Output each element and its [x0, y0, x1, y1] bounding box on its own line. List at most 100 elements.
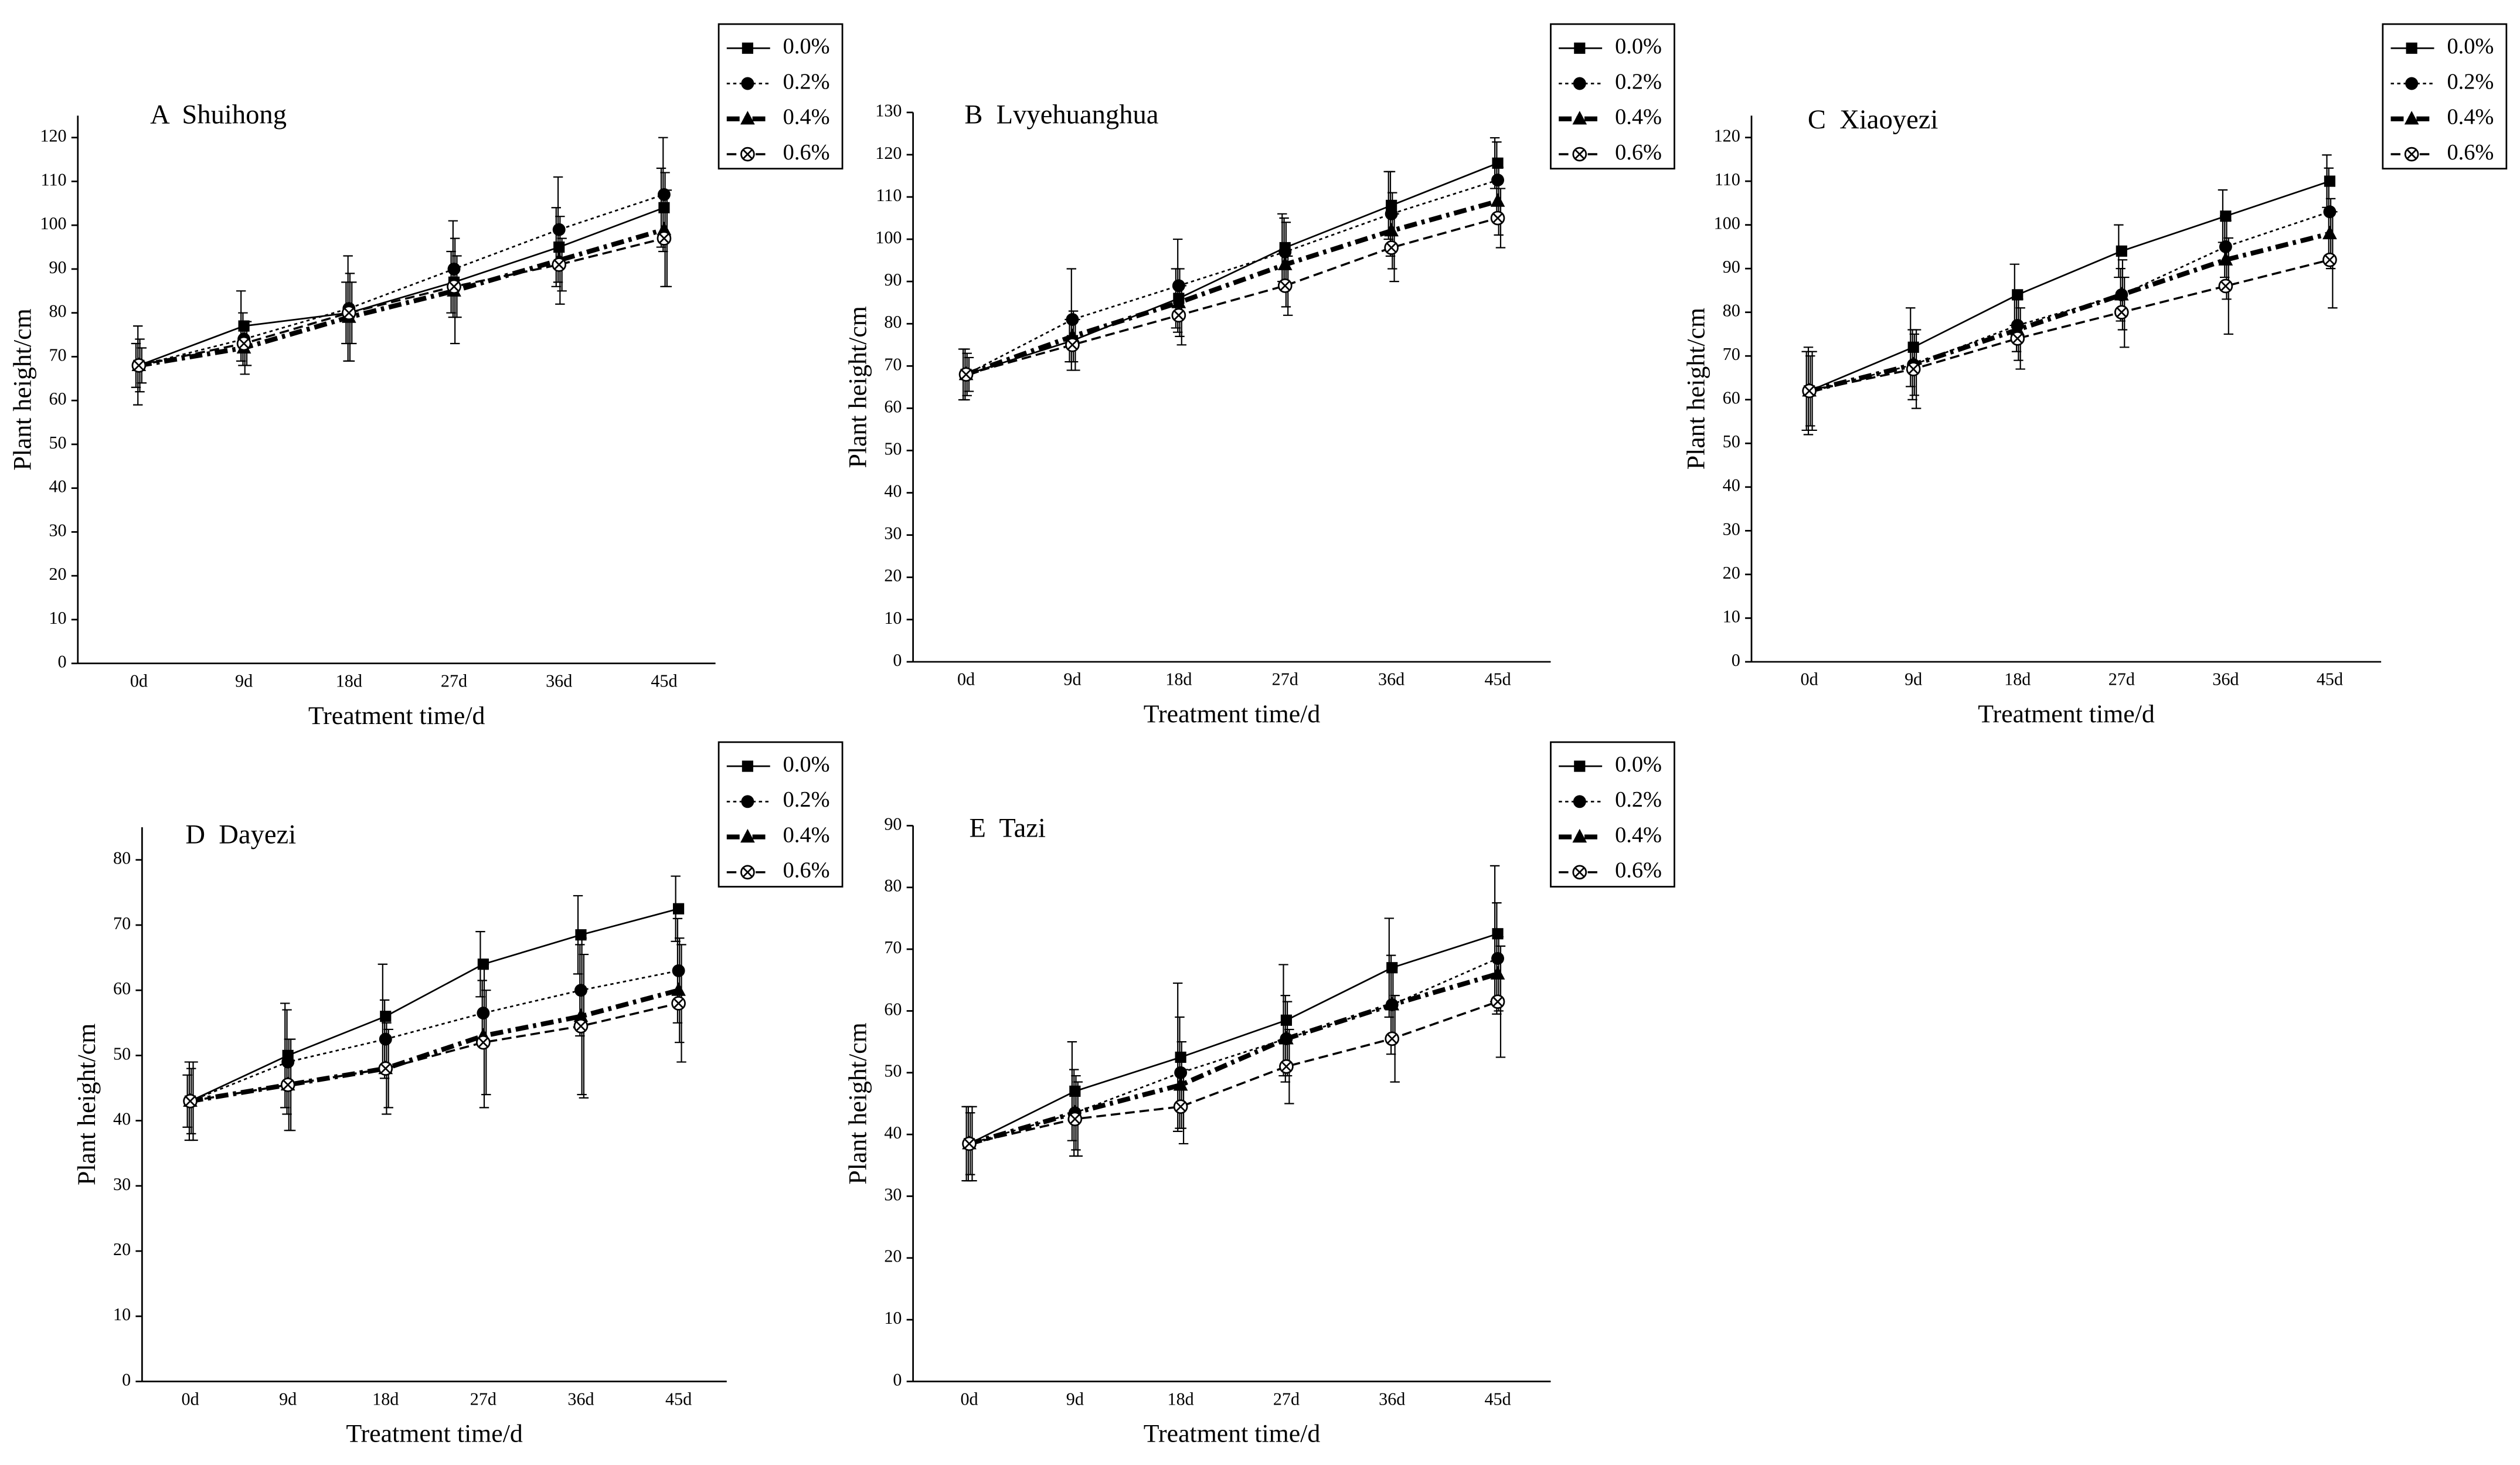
marker-cross [380, 1063, 391, 1074]
marker-cross [742, 149, 753, 159]
x-tick-label: 18d [2004, 669, 2031, 689]
y-tick-label: 0 [893, 1369, 902, 1389]
x-tick-label: 18d [336, 671, 362, 691]
y-tick-label: 30 [884, 1184, 902, 1204]
marker [447, 279, 461, 294]
series-line [138, 227, 665, 368]
y-axis-label: Plant height/cm [73, 1024, 101, 1185]
marker-cross [239, 338, 249, 349]
x-tick-label: 36d [2212, 669, 2239, 689]
marker [2218, 251, 2233, 266]
legend-label: 0.6% [783, 140, 830, 165]
marker [740, 111, 755, 125]
marker [1173, 1077, 1188, 1091]
marker [476, 1035, 491, 1050]
series-line [1809, 259, 2330, 392]
marker [1069, 1085, 1081, 1097]
y-tick-label: 0 [893, 650, 902, 670]
marker [447, 262, 461, 276]
marker [742, 42, 753, 54]
marker-cross [1067, 339, 1078, 350]
legend: 0.0% 0.2% 0.4% 0.6% [717, 741, 844, 888]
chart-title: E Tazi [970, 813, 1046, 843]
x-tick-label: 27d [2108, 669, 2135, 689]
y-tick-label: 110 [876, 185, 902, 205]
marker [958, 367, 974, 382]
y-tick-label: 100 [40, 213, 66, 233]
marker-cross [961, 369, 971, 380]
marker [2406, 42, 2417, 54]
marker [2404, 147, 2419, 162]
y-tick-label: 120 [40, 126, 66, 146]
marker [657, 231, 672, 246]
legend-label: 0.4% [1615, 822, 1662, 847]
series-line [965, 162, 1498, 376]
marker-cross [1574, 867, 1585, 878]
marker [2010, 321, 2025, 336]
series-line [969, 957, 1498, 1145]
marker [657, 221, 672, 236]
marker [1573, 795, 1586, 808]
y-tick-label: 60 [1723, 388, 1740, 408]
marker-cross [2406, 149, 2417, 159]
y-axis-label: Plant height/cm [8, 308, 36, 470]
marker-cross [1492, 213, 1503, 223]
legend-label: 0.2% [2447, 69, 2494, 94]
marker-cross [1070, 1114, 1080, 1124]
marker [1171, 294, 1186, 308]
y-tick-label: 10 [884, 1308, 902, 1328]
marker [1280, 1014, 1293, 1026]
y-tick-label: 0 [58, 652, 67, 672]
y-tick-label: 40 [49, 477, 66, 497]
marker [2219, 240, 2232, 253]
marker-cross [576, 1021, 586, 1032]
marker-cross [1281, 1061, 1292, 1072]
marker [1491, 951, 1504, 965]
marker [740, 147, 755, 162]
legend-label: 0.6% [1615, 140, 1662, 165]
marker [1574, 760, 1586, 772]
marker-cross [283, 1079, 293, 1090]
legend: 0.0% 0.2% 0.4% 0.6% [1550, 23, 1675, 170]
marker [2116, 245, 2127, 257]
marker-cross [1175, 1102, 1186, 1112]
marker [573, 1008, 589, 1022]
marker-cross [478, 1037, 489, 1048]
y-tick-label: 50 [49, 433, 66, 453]
y-tick-label: 50 [884, 1061, 902, 1081]
marker [280, 1077, 295, 1092]
y-tick-label: 80 [113, 848, 131, 868]
marker [1385, 997, 1400, 1011]
y-tick-label: 80 [49, 301, 66, 321]
marker [1067, 1112, 1083, 1127]
x-tick-label: 18d [1168, 1389, 1194, 1409]
marker-cross [2220, 281, 2231, 291]
marker [1385, 1031, 1400, 1046]
legend-label: 0.2% [783, 787, 830, 812]
marker [1492, 928, 1504, 940]
marker [742, 760, 753, 772]
marker-cross [1804, 386, 1815, 396]
marker-cross [1908, 363, 1919, 375]
legend-label: 0.0% [783, 752, 830, 777]
marker-cross [964, 1138, 975, 1149]
marker [552, 257, 567, 272]
y-tick-label: 70 [884, 937, 902, 957]
x-tick-label: 9d [1905, 669, 1922, 689]
y-tick-label: 90 [49, 257, 66, 277]
series-line [965, 217, 1498, 376]
marker [962, 1136, 977, 1151]
marker-cross [659, 233, 669, 244]
y-tick-label: 80 [884, 312, 902, 332]
y-tick-label: 60 [884, 396, 902, 416]
chart-title: B Lvyehuanghua [964, 100, 1158, 130]
x-axis-label: Treatment time/d [1144, 1420, 1321, 1448]
series-line [965, 199, 1499, 377]
y-tick-label: 20 [113, 1239, 131, 1259]
series-line [1809, 180, 2330, 392]
marker-cross [1574, 149, 1585, 159]
marker [1490, 210, 1505, 226]
x-tick-label: 0d [130, 671, 148, 691]
x-tick-label: 36d [1378, 669, 1404, 689]
legend-label: 0.0% [2447, 34, 2494, 59]
